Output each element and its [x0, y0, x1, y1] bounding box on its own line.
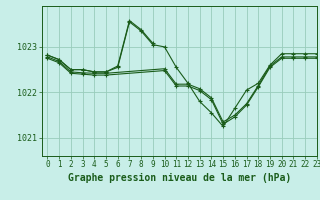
X-axis label: Graphe pression niveau de la mer (hPa): Graphe pression niveau de la mer (hPa)	[68, 173, 291, 183]
